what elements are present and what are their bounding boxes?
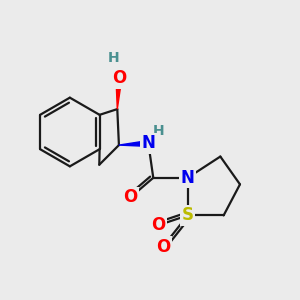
Text: O: O: [156, 238, 170, 256]
Text: O: O: [112, 69, 126, 87]
Text: N: N: [141, 134, 155, 152]
Text: O: O: [123, 188, 137, 206]
Text: S: S: [182, 206, 194, 224]
Text: H: H: [152, 124, 164, 138]
Text: H: H: [108, 51, 120, 65]
Polygon shape: [116, 78, 122, 109]
Text: O: O: [151, 216, 165, 234]
Text: N: N: [181, 169, 195, 187]
Polygon shape: [119, 140, 148, 146]
